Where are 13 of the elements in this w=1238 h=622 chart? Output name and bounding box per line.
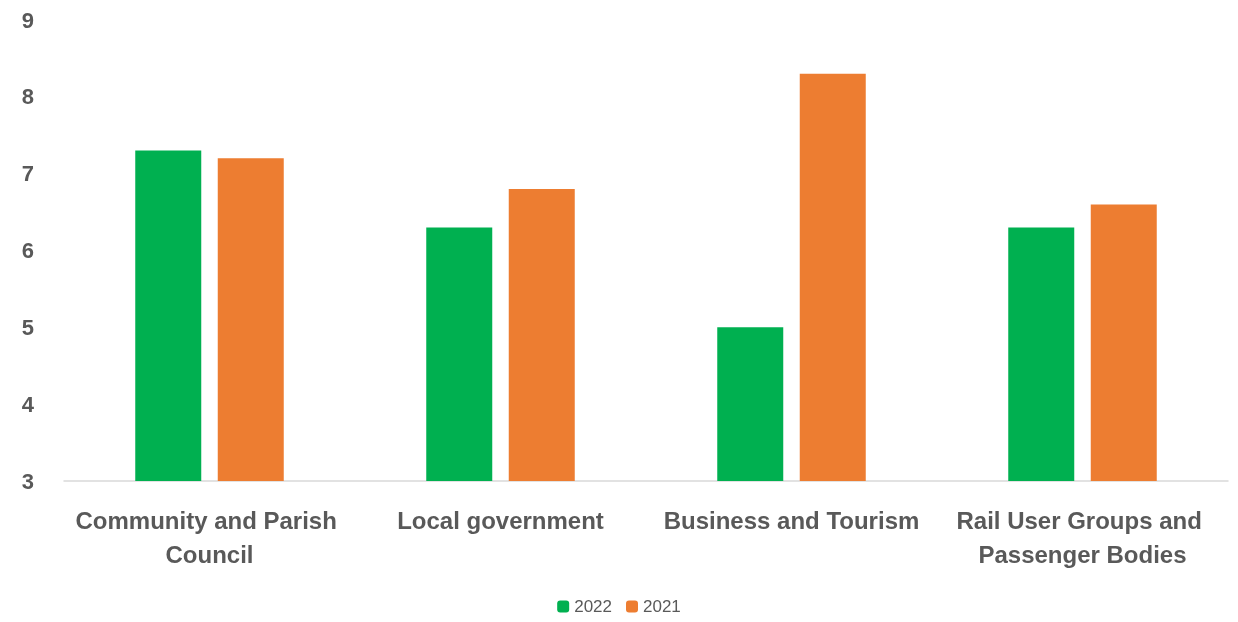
- x-tick-label: Rail User Groups and Passenger Bodies: [956, 506, 1209, 568]
- x-tick-label: Business and Tourism: [663, 506, 920, 534]
- y-tick-label: 3: [21, 468, 34, 494]
- legend-label: 2022: [574, 597, 613, 616]
- y-tick-label: 5: [21, 314, 34, 340]
- y-tick-label: 7: [21, 161, 34, 187]
- y-tick-label: 4: [21, 391, 35, 417]
- y-tick-label: 9: [21, 7, 34, 33]
- y-tick-label: 8: [21, 84, 34, 110]
- x-tick-label: Local government: [397, 506, 604, 534]
- legend-label: 2021: [643, 597, 681, 616]
- x-tick-label: Community and Parish Council: [75, 506, 344, 568]
- y-tick-label: 6: [21, 238, 34, 263]
